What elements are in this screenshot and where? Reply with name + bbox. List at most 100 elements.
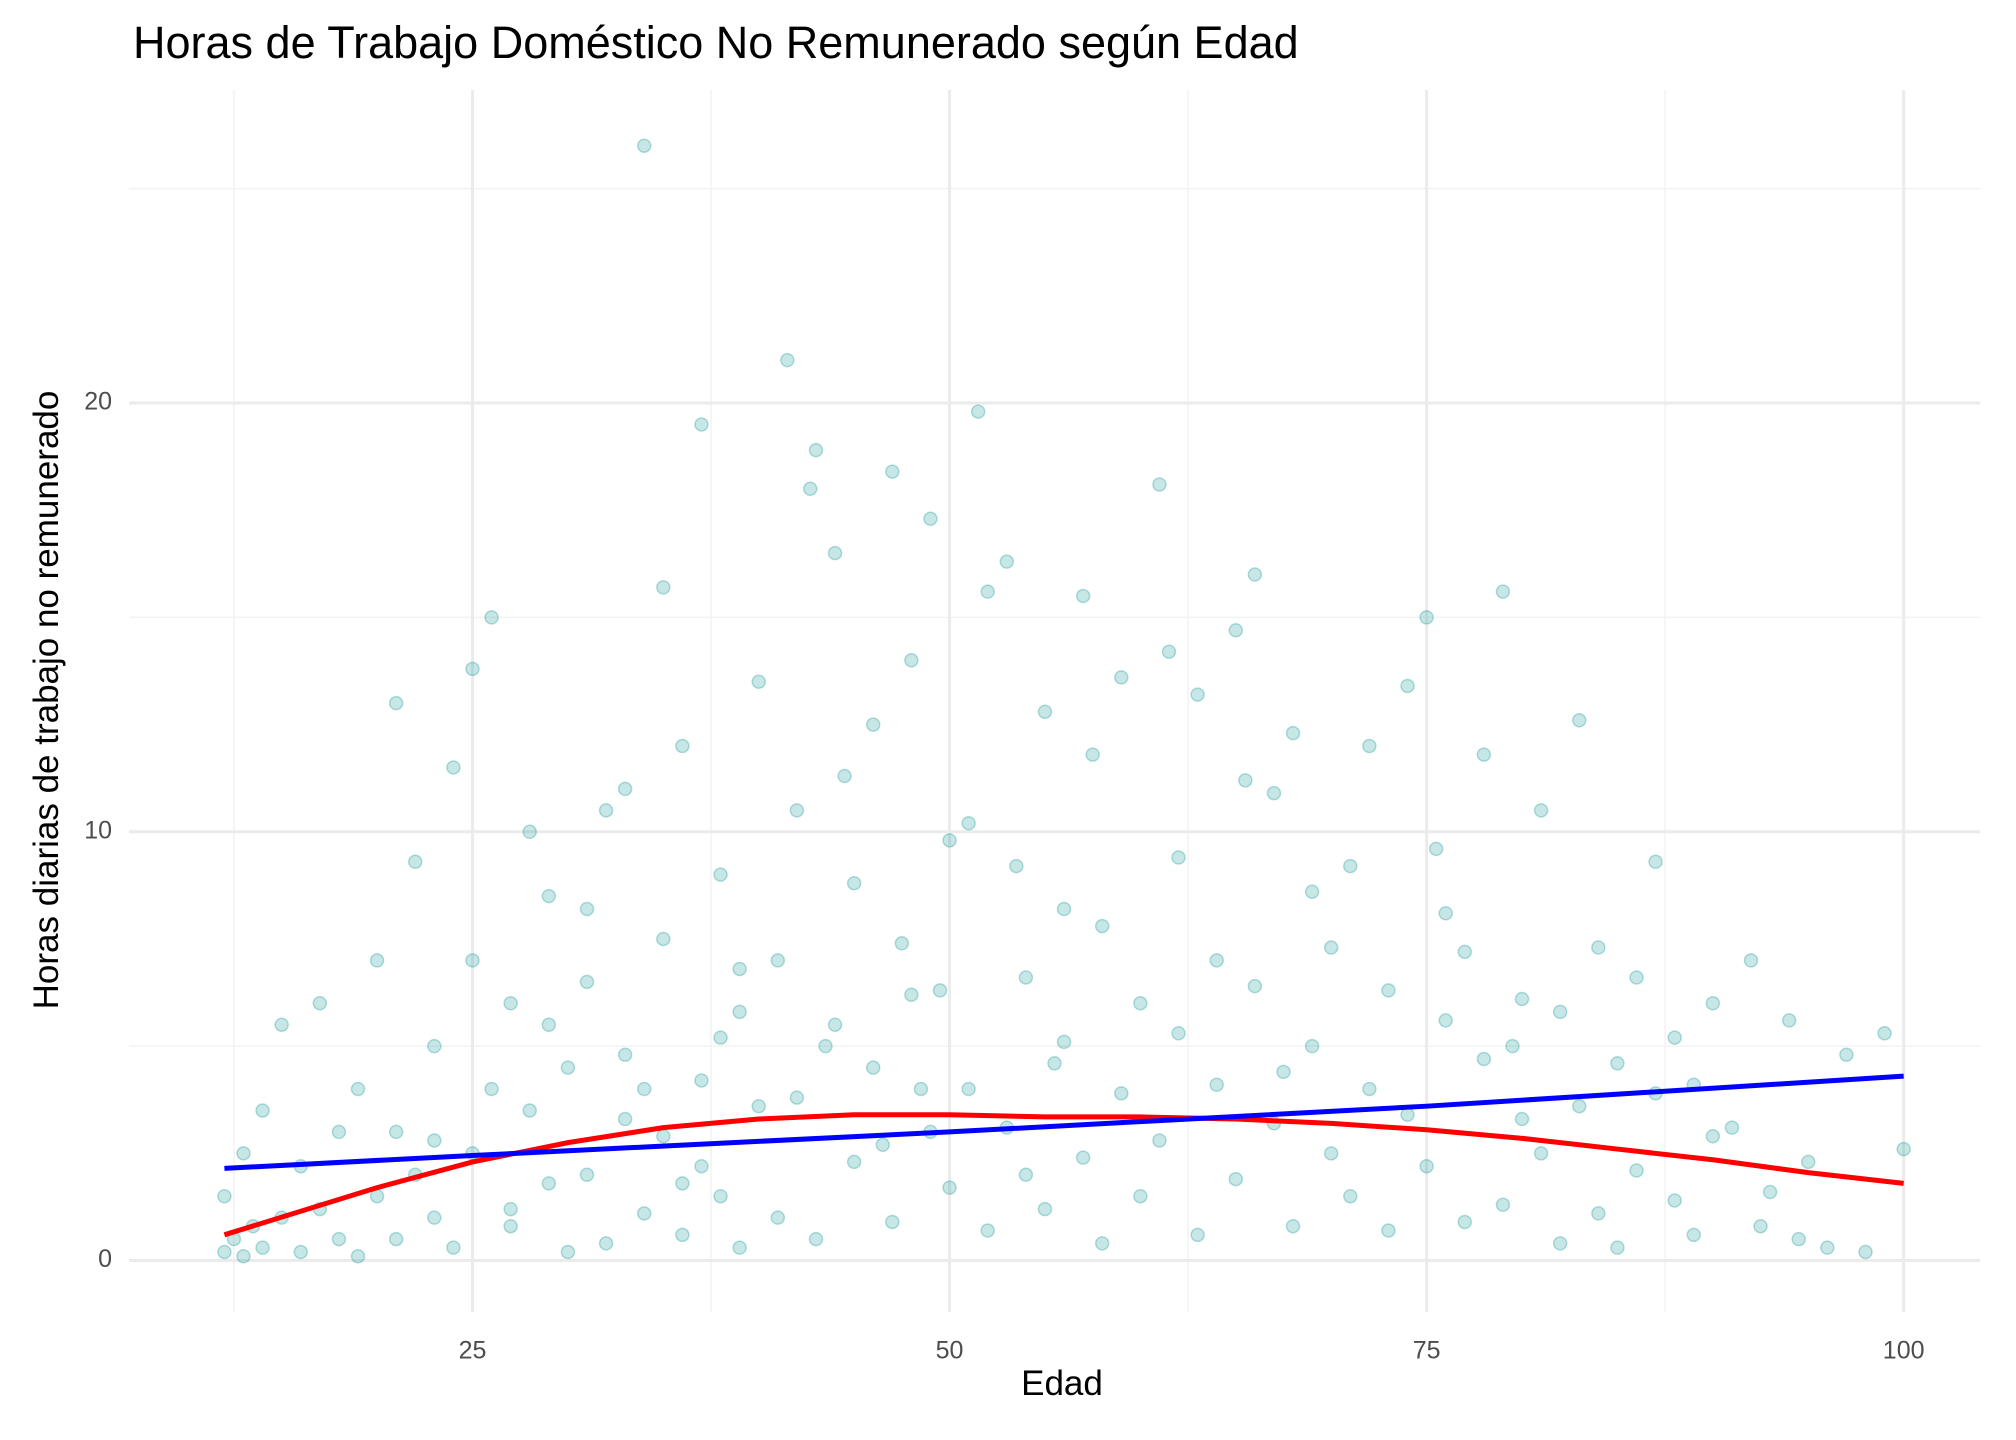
point (427, 1133, 442, 1148)
point (1228, 623, 1244, 638)
point (865, 1060, 881, 1075)
point (1505, 1038, 1520, 1054)
point (617, 781, 633, 797)
point (388, 1124, 404, 1140)
point (1476, 1051, 1492, 1067)
point (1343, 858, 1358, 874)
point (579, 1167, 595, 1183)
point (350, 1081, 366, 1097)
point (1533, 1146, 1549, 1161)
point (1362, 738, 1377, 754)
x-tick-label: 25 (459, 1337, 487, 1365)
point (1495, 584, 1511, 599)
y-axis-label: Horas diarias de trabajo no remunerado (27, 391, 66, 1010)
point (541, 888, 557, 904)
y-tick-label: 10 (84, 816, 112, 844)
point (808, 442, 824, 458)
point (1476, 747, 1492, 762)
point (694, 417, 709, 432)
point (694, 1073, 709, 1088)
point (789, 803, 805, 818)
point (1056, 1034, 1072, 1050)
point (1037, 704, 1053, 719)
point (1743, 953, 1759, 968)
point (1152, 1133, 1167, 1148)
point (980, 584, 995, 599)
point (913, 1081, 929, 1097)
point (427, 1210, 442, 1225)
x-tick-label: 100 (1883, 1337, 1925, 1365)
chart-title: Horas de Trabajo Doméstico No Remunerado… (133, 17, 1299, 68)
point (999, 554, 1015, 569)
point (1304, 884, 1320, 900)
point (1190, 687, 1205, 702)
point (1400, 678, 1415, 694)
point (1133, 1188, 1148, 1204)
point (388, 1231, 404, 1247)
point (636, 1206, 652, 1221)
point (1896, 1141, 1911, 1157)
point (465, 953, 480, 968)
point (1667, 1030, 1682, 1045)
point (598, 803, 614, 818)
point (312, 996, 328, 1011)
point (1209, 1077, 1224, 1093)
point (1323, 1146, 1339, 1161)
point (446, 760, 461, 775)
point (1791, 1231, 1806, 1247)
point (484, 1081, 499, 1097)
point (427, 1038, 442, 1054)
y-tick-label: 0 (98, 1245, 112, 1273)
point (1094, 1236, 1110, 1251)
point (1171, 850, 1186, 865)
point (1190, 1227, 1205, 1243)
point (875, 1137, 891, 1153)
point (846, 1154, 862, 1170)
point (1438, 905, 1453, 921)
point (827, 1017, 843, 1032)
point (1419, 610, 1434, 625)
point (961, 1081, 976, 1097)
point (1152, 477, 1167, 492)
point (675, 1176, 690, 1191)
point (407, 854, 423, 870)
point (923, 511, 938, 527)
point (1591, 1206, 1606, 1221)
point (617, 1111, 633, 1127)
point (388, 695, 404, 711)
point (1572, 1098, 1587, 1114)
point (1419, 1158, 1434, 1174)
point (837, 768, 852, 784)
point (636, 138, 652, 153)
point (541, 1176, 557, 1191)
point (1075, 1150, 1091, 1165)
point (1552, 1004, 1568, 1020)
point (942, 833, 957, 848)
point (1018, 1167, 1034, 1183)
point (1094, 918, 1110, 934)
point (236, 1249, 251, 1264)
point (656, 931, 671, 947)
point (1161, 644, 1177, 659)
point (617, 1047, 633, 1062)
point (465, 661, 480, 677)
point (369, 1188, 385, 1204)
point (522, 1103, 537, 1118)
point (675, 738, 690, 754)
point (541, 1017, 557, 1032)
point (1323, 940, 1339, 955)
point (1428, 841, 1444, 857)
point (1762, 1184, 1778, 1200)
point (846, 875, 862, 891)
point (1753, 1218, 1768, 1234)
point (1009, 858, 1024, 874)
point (713, 867, 728, 882)
point (1533, 803, 1549, 818)
point (274, 1017, 289, 1032)
point (350, 1249, 366, 1264)
point (1247, 567, 1263, 582)
point (1228, 1171, 1244, 1187)
point (503, 996, 518, 1011)
point (1285, 1218, 1301, 1234)
point (865, 717, 881, 732)
